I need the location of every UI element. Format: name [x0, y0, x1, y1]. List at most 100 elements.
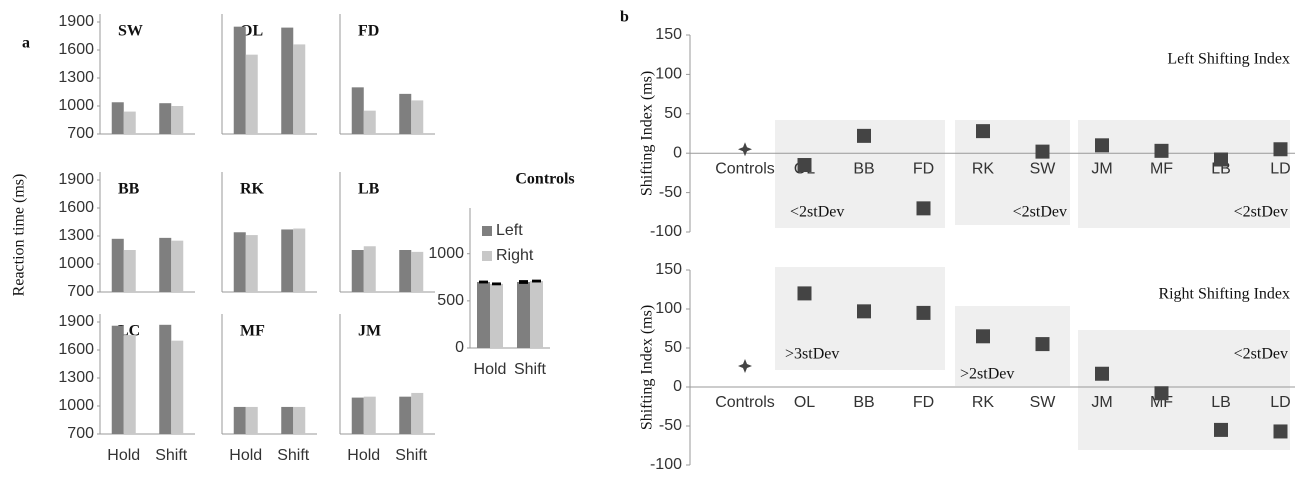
y-tick-label: 100 [655, 300, 682, 317]
y-axis-label: Shifting Index (ms) [639, 71, 656, 196]
x-tick-label: FD [913, 394, 934, 411]
y-tick-label: 1900 [58, 171, 94, 188]
y-tick-label: 700 [67, 425, 94, 442]
y-tick-label: -100 [650, 223, 682, 240]
bar [111, 325, 124, 434]
y-tick-label: 1900 [58, 13, 94, 30]
bar [363, 110, 376, 134]
y-tick-label: 700 [67, 283, 94, 300]
bar [399, 93, 412, 134]
bar [111, 238, 124, 292]
x-tick-label: BB [853, 394, 874, 411]
x-tick-label: SW [1030, 160, 1057, 177]
marker [857, 128, 871, 143]
bar [233, 26, 246, 135]
chart-title: Left Shifting Index [1167, 51, 1290, 68]
y-tick-label: 1300 [58, 227, 94, 244]
bar [281, 27, 294, 135]
x-tick-label: JM [1091, 394, 1112, 411]
y-tick-label: 50 [664, 339, 682, 356]
bar [245, 235, 258, 292]
y-tick-label: 1600 [58, 341, 94, 358]
x-tick-label: Shift [155, 447, 188, 464]
bar [477, 282, 490, 348]
y-tick-label: 0 [673, 378, 682, 395]
y-tick-label: 150 [655, 26, 682, 43]
marker [1154, 143, 1169, 158]
bar [399, 250, 412, 292]
marker [857, 304, 871, 319]
marker [976, 329, 990, 344]
bar [123, 335, 136, 434]
marker [976, 124, 990, 139]
marker [738, 358, 752, 373]
marker [1154, 386, 1169, 401]
bar [293, 406, 306, 434]
y-axis-label: Reaction time (ms) [11, 174, 28, 297]
bar [411, 100, 424, 134]
x-tick-label: LD [1270, 160, 1290, 177]
x-tick-label: Hold [347, 447, 380, 464]
chart-title: OL [240, 23, 263, 40]
annotation: >2stDev [960, 366, 1014, 383]
bar [171, 340, 184, 434]
x-tick-label: Hold [474, 361, 507, 378]
y-tick-label: 700 [67, 125, 94, 142]
y-tick-label: 1300 [58, 369, 94, 386]
bar [111, 102, 124, 134]
marker [797, 158, 812, 173]
bar [159, 103, 172, 134]
panel-label: b [620, 9, 629, 26]
annotation: <2stDev [1234, 204, 1288, 221]
y-tick-label: 0 [455, 339, 464, 356]
bar [411, 251, 424, 292]
legend-swatch [482, 226, 492, 236]
x-tick-label: Shift [395, 447, 428, 464]
y-tick-label: 500 [437, 292, 464, 309]
x-tick-label: MF [1150, 160, 1173, 177]
x-tick-label: Shift [277, 447, 310, 464]
y-axis-label: Shifting Index (ms) [639, 305, 656, 430]
bar [530, 281, 543, 348]
marker [1095, 138, 1109, 153]
y-tick-label: 50 [664, 105, 682, 122]
bar [159, 324, 172, 434]
chart-title: SW [118, 23, 143, 40]
x-tick-label: FD [913, 160, 934, 177]
group-region [1078, 120, 1290, 228]
x-tick-label: BB [853, 160, 874, 177]
marker [1214, 422, 1228, 437]
y-tick-label: -50 [659, 417, 682, 434]
bar [363, 396, 376, 434]
chart-title: MF [240, 323, 265, 340]
legend-label: Right [496, 247, 534, 264]
x-tick-label: JM [1091, 160, 1112, 177]
bar [411, 392, 424, 434]
y-tick-label: 1900 [58, 313, 94, 330]
x-tick-label: OL [794, 394, 815, 411]
marker [1273, 424, 1288, 439]
chart-title: Controls [515, 171, 574, 188]
marker [916, 305, 931, 320]
bar [171, 106, 184, 134]
panel-label: a [22, 35, 30, 52]
bar [351, 87, 364, 134]
bar [233, 232, 246, 292]
bar [123, 111, 136, 134]
x-tick-label: Controls [715, 160, 775, 177]
chart-title: Right Shifting Index [1158, 286, 1290, 303]
marker [916, 201, 931, 216]
group-region [1078, 330, 1290, 450]
marker [1095, 366, 1109, 381]
y-tick-label: 1000 [58, 97, 94, 114]
y-tick-label: 1600 [58, 199, 94, 216]
y-tick-label: 0 [673, 144, 682, 161]
group-region [955, 306, 1070, 386]
bar [293, 44, 306, 134]
x-tick-label: LB [1211, 394, 1231, 411]
bar [171, 240, 184, 292]
group-region [955, 120, 1070, 225]
annotation: <2stDev [790, 204, 844, 221]
annotation: <2stDev [1234, 346, 1288, 363]
y-tick-label: 1600 [58, 41, 94, 58]
